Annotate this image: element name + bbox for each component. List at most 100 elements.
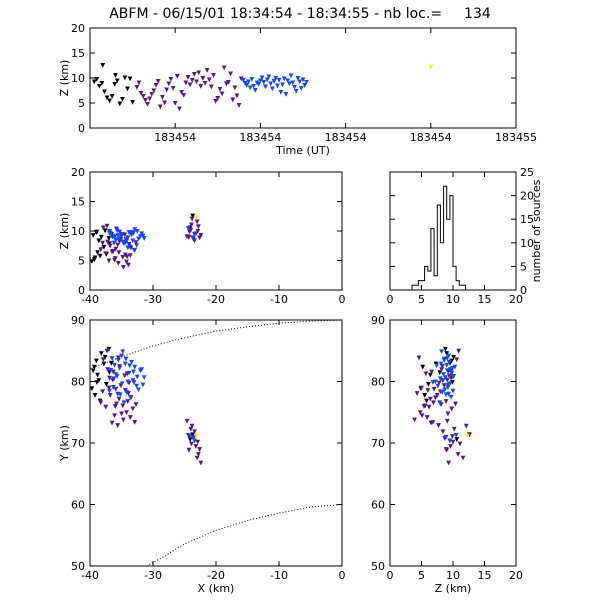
- z-y-marker-point: [465, 433, 470, 439]
- z-y-source-point: [436, 380, 442, 386]
- z-y-source-point: [443, 434, 449, 440]
- x-y-ytick-label: 60: [71, 499, 85, 512]
- z-y-source-point: [426, 381, 431, 387]
- z-y-source-point: [450, 388, 456, 394]
- z-y-source-point: [446, 391, 451, 397]
- time-height-source-point: [264, 77, 270, 83]
- x-y-source-point: [136, 387, 141, 393]
- time-height-source-point: [149, 92, 155, 97]
- height-histogram-bar: [462, 285, 465, 290]
- x-y-source-point: [110, 385, 116, 390]
- time-height-source-point: [119, 97, 125, 102]
- z-y-source-point: [420, 364, 426, 370]
- x-z-source-point: [115, 233, 121, 238]
- z-y-source-point: [412, 417, 417, 423]
- z-y-xtick-label: 20: [509, 569, 523, 582]
- time-height-source-point: [100, 63, 106, 68]
- x-z-source-point: [107, 229, 112, 234]
- x-y-source-point: [109, 361, 114, 366]
- z-y-ytick-label: 60: [371, 499, 385, 512]
- x-y-source-point: [92, 393, 98, 398]
- x-z-xtick-label: 0: [339, 293, 346, 306]
- time-height-source-point: [290, 80, 296, 86]
- z-y-source-point: [450, 374, 456, 380]
- time-height-ytick-label: 10: [71, 72, 85, 85]
- x-z-source-point: [126, 262, 131, 268]
- x-y-source-point: [141, 375, 147, 380]
- x-y-source-point: [120, 349, 126, 355]
- z-y-source-point: [451, 354, 457, 360]
- time-height-source-point: [246, 79, 251, 85]
- x-y-source-point: [114, 401, 119, 407]
- z-y-x-axis-label: Z (km): [435, 582, 472, 595]
- x-y-source-point: [93, 358, 99, 364]
- x-y-source-point: [132, 364, 138, 370]
- x-y-source-point: [104, 348, 110, 354]
- time-height-source-point: [185, 75, 191, 80]
- time-height-source-point: [295, 76, 301, 81]
- x-z-source-point: [120, 264, 126, 270]
- time-height-y-axis-label: Z (km): [58, 60, 71, 97]
- height-histogram-bar: [434, 276, 437, 290]
- time-height-source-point: [230, 97, 236, 103]
- time-height-source-point: [228, 71, 233, 77]
- time-height-source-point: [107, 98, 112, 104]
- x-y-source-point: [139, 367, 145, 372]
- x-z-source-point: [89, 259, 95, 264]
- x-y-source-point: [101, 361, 107, 367]
- x-z-source-point: [117, 235, 123, 241]
- x-y-source-point: [115, 357, 121, 363]
- height-histogram-bar: [422, 281, 425, 290]
- x-z-source-point: [195, 229, 201, 234]
- time-height-source-point: [281, 76, 287, 82]
- time-height-source-point: [226, 80, 231, 85]
- z-y-source-point: [441, 356, 447, 362]
- time-height-source-point: [215, 96, 221, 101]
- x-y-source-point: [121, 400, 127, 406]
- x-z-source-point: [102, 228, 108, 234]
- x-y-marker-point: [194, 433, 199, 439]
- height-histogram-ytick-label: 0: [520, 284, 527, 297]
- time-height-source-point: [285, 78, 291, 84]
- time-height-source-point: [300, 77, 306, 83]
- time-height-source-point: [302, 83, 308, 88]
- z-y-source-point: [444, 368, 450, 374]
- x-y-source-point: [115, 355, 121, 361]
- x-y-source-point: [134, 383, 140, 389]
- x-y-source-point: [127, 415, 133, 420]
- x-z-source-point: [106, 236, 112, 241]
- x-y-panel: 50 60 70 80 90 -40 -30 -20 -10 0 X (km) Y (km): [58, 314, 346, 595]
- time-height-xtick-label: 183455: [495, 131, 537, 144]
- figure-title: ABFM - 06/15/01 18:34:54 - 18:34:55 - nb…: [109, 6, 491, 22]
- x-y-source-point: [184, 418, 190, 424]
- z-y-source-point: [445, 382, 451, 388]
- x-z-marker-point: [194, 215, 199, 221]
- x-y-ytick-label: 50: [71, 560, 85, 573]
- time-height-source-point: [261, 80, 267, 85]
- title-count-label: nb loc.=: [384, 6, 443, 22]
- time-height-source-point: [147, 96, 153, 102]
- x-y-source-point: [113, 372, 119, 377]
- x-y-source-point: [132, 420, 138, 425]
- height-histogram-bar: [415, 285, 418, 290]
- height-histogram-bar: [431, 229, 434, 290]
- x-z-xtick-label: -10: [270, 293, 288, 306]
- z-y-source-point: [448, 444, 453, 449]
- height-histogram-bar: [459, 285, 462, 290]
- z-y-source-point: [454, 437, 460, 443]
- z-y-source-point: [438, 376, 443, 382]
- x-z-source-point: [120, 254, 126, 260]
- height-histogram-bar: [428, 271, 431, 290]
- time-height-source-point: [236, 103, 242, 108]
- x-z-source-point: [96, 238, 102, 244]
- z-y-source-point: [419, 385, 424, 391]
- height-histogram-ytick-label: 10: [520, 237, 534, 250]
- z-y-source-point: [445, 411, 451, 417]
- time-height-source-point: [170, 86, 176, 91]
- x-z-source-point: [186, 234, 192, 240]
- z-y-source-point: [426, 404, 432, 410]
- time-height-source-point: [117, 101, 123, 107]
- z-y-source-point: [454, 357, 460, 363]
- z-y-source-point: [444, 351, 450, 357]
- x-z-source-point: [131, 230, 136, 236]
